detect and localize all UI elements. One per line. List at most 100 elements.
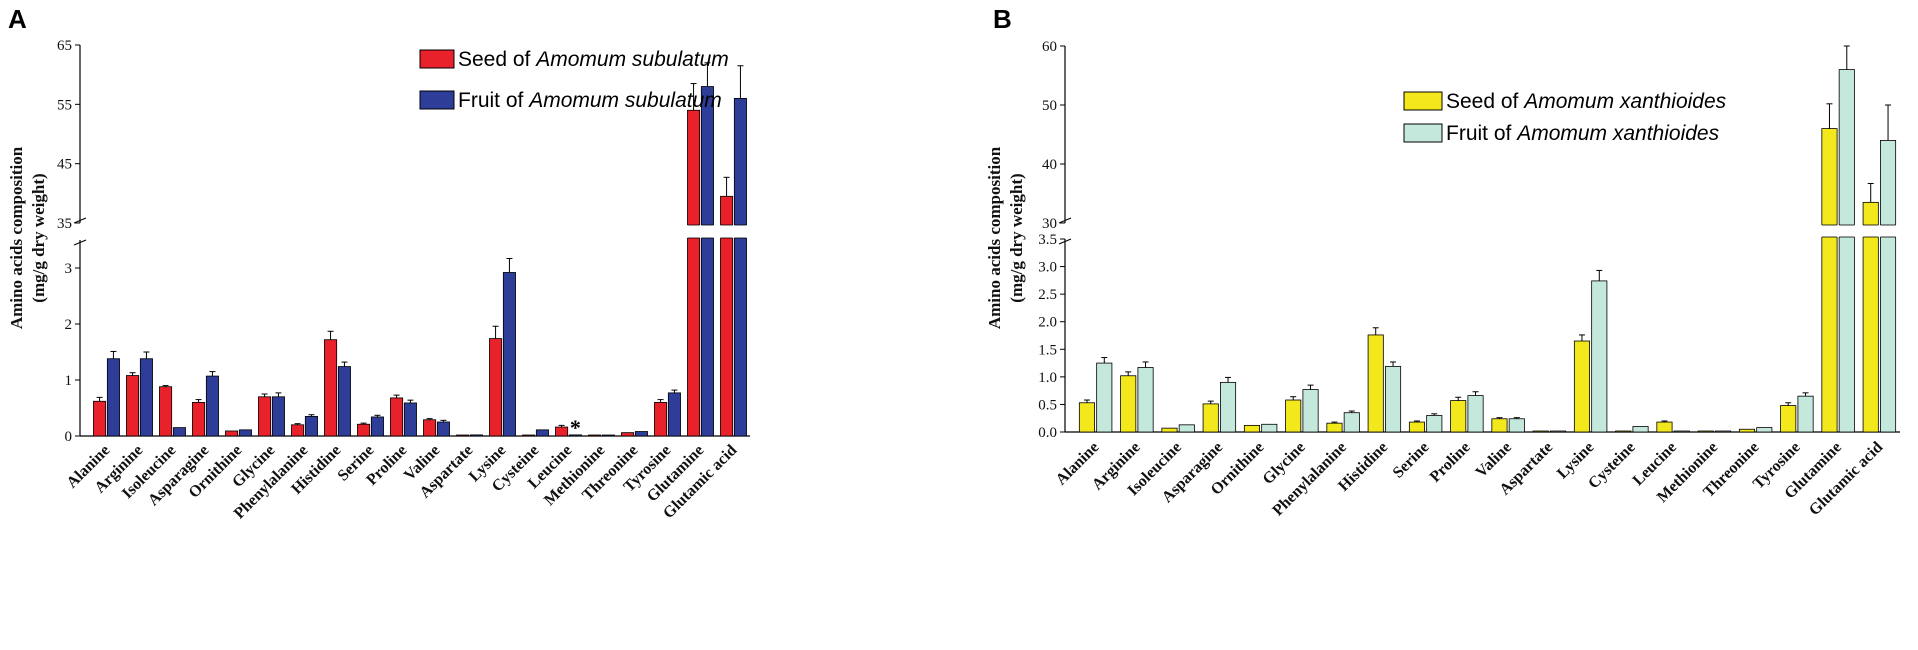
bar [634, 431, 648, 437]
bar [436, 421, 450, 437]
y-tick-label: 65 [57, 38, 72, 54]
y-axis-label-line1: Amino acids composition [7, 146, 26, 329]
bar [1532, 430, 1549, 433]
bar [390, 397, 404, 437]
y-tick-label: 40 [1042, 157, 1057, 173]
axis-break-gap [1067, 225, 1902, 237]
y-tick-label: 30 [1042, 216, 1057, 232]
bar [1508, 418, 1525, 433]
y-tick-label: 3.5 [1038, 232, 1057, 248]
bar [568, 434, 582, 437]
legend-label: Seed of Amomum xanthioides [1446, 90, 1727, 113]
bar [1880, 139, 1897, 433]
bar [1821, 128, 1838, 433]
axis-break-mark [1058, 238, 1072, 245]
bar [1673, 430, 1690, 433]
bar [1780, 405, 1797, 433]
axis-break-mark [73, 239, 87, 246]
bar [1797, 395, 1814, 433]
y-axis-label-line2: (mg/g dry weight) [1007, 173, 1026, 302]
y-tick-label: 0.0 [1038, 425, 1057, 441]
panel-b: B Amino acids composition (mg/g dry weight… [985, 4, 1902, 519]
bar [93, 400, 107, 437]
legend-swatch [419, 49, 455, 69]
legend-label-species: Amomum xanthioides [1522, 90, 1726, 113]
bar [106, 358, 120, 437]
bar [172, 427, 186, 437]
bar [1450, 400, 1467, 433]
category-label: Glutamic acid [1806, 439, 1886, 519]
bar [1161, 427, 1178, 433]
bar [1591, 280, 1608, 433]
bar [337, 366, 351, 437]
bar [667, 392, 681, 437]
bar [733, 98, 747, 437]
y-tick-label: 1.0 [1038, 370, 1057, 386]
bar [1261, 423, 1278, 433]
bar [687, 109, 701, 437]
bar [271, 396, 285, 437]
bar [192, 401, 206, 437]
bar [1697, 430, 1714, 433]
y-tick-label: 45 [57, 157, 72, 173]
legend-label-prefix: Seed of [1446, 90, 1524, 113]
bar [621, 432, 635, 437]
bar [700, 86, 714, 437]
bar [522, 434, 536, 437]
bar [159, 386, 173, 437]
bar [1738, 428, 1755, 433]
y-tick-label: 2.0 [1038, 315, 1057, 331]
panel-letter: A [8, 4, 27, 34]
bar [1715, 430, 1732, 433]
y-tick-label: 1.5 [1038, 342, 1057, 358]
bar [423, 419, 437, 437]
bar [1408, 421, 1425, 433]
axis-break-mark [73, 217, 87, 224]
legend-label-species: Amomum xanthioides [1515, 122, 1719, 145]
bar [1343, 412, 1360, 433]
category-label: Proline [1427, 439, 1474, 486]
y-axis-label-line2: (mg/g dry weight) [29, 173, 48, 302]
bar [1426, 415, 1443, 433]
panel-a: A Amino acids composition (mg/g dry weight… [7, 4, 752, 522]
bar [1120, 375, 1137, 433]
bar [1615, 430, 1632, 433]
bar [225, 430, 239, 437]
y-tick-label: 55 [57, 97, 72, 113]
y-tick-label: 2 [65, 317, 73, 333]
bar [555, 426, 569, 437]
bar [588, 434, 602, 437]
legend-swatch [1403, 91, 1443, 111]
y-tick-label: 1 [65, 373, 73, 389]
bar [1550, 430, 1567, 433]
bar [291, 424, 305, 437]
bar [1632, 426, 1649, 433]
y-tick-label: 3.0 [1038, 260, 1057, 276]
bar [1178, 424, 1195, 433]
bar [357, 423, 371, 437]
bar [535, 429, 549, 437]
bar [258, 396, 272, 437]
bar [1285, 399, 1302, 433]
panel-letter: B [993, 4, 1012, 34]
bar [1078, 402, 1095, 433]
y-tick-label: 0.5 [1038, 397, 1057, 413]
bar [1385, 365, 1402, 433]
bar [403, 402, 417, 437]
y-axis-label: Amino acids composition (mg/g dry weight) [7, 146, 48, 329]
bar [502, 272, 516, 437]
y-tick-label: 0 [65, 429, 73, 445]
bar [1243, 424, 1260, 433]
bar [1096, 362, 1113, 433]
legend-label: Seed of Amomum subulatum [458, 48, 729, 71]
legend-label: Fruit of Amomum xanthioides [1446, 122, 1720, 145]
bar [1367, 334, 1384, 433]
bar [304, 415, 318, 437]
y-tick-label: 35 [57, 216, 72, 232]
y-tick-label: 2.5 [1038, 287, 1057, 303]
significance-marker: * [570, 415, 581, 440]
bar [1302, 389, 1319, 433]
bar [370, 416, 384, 437]
